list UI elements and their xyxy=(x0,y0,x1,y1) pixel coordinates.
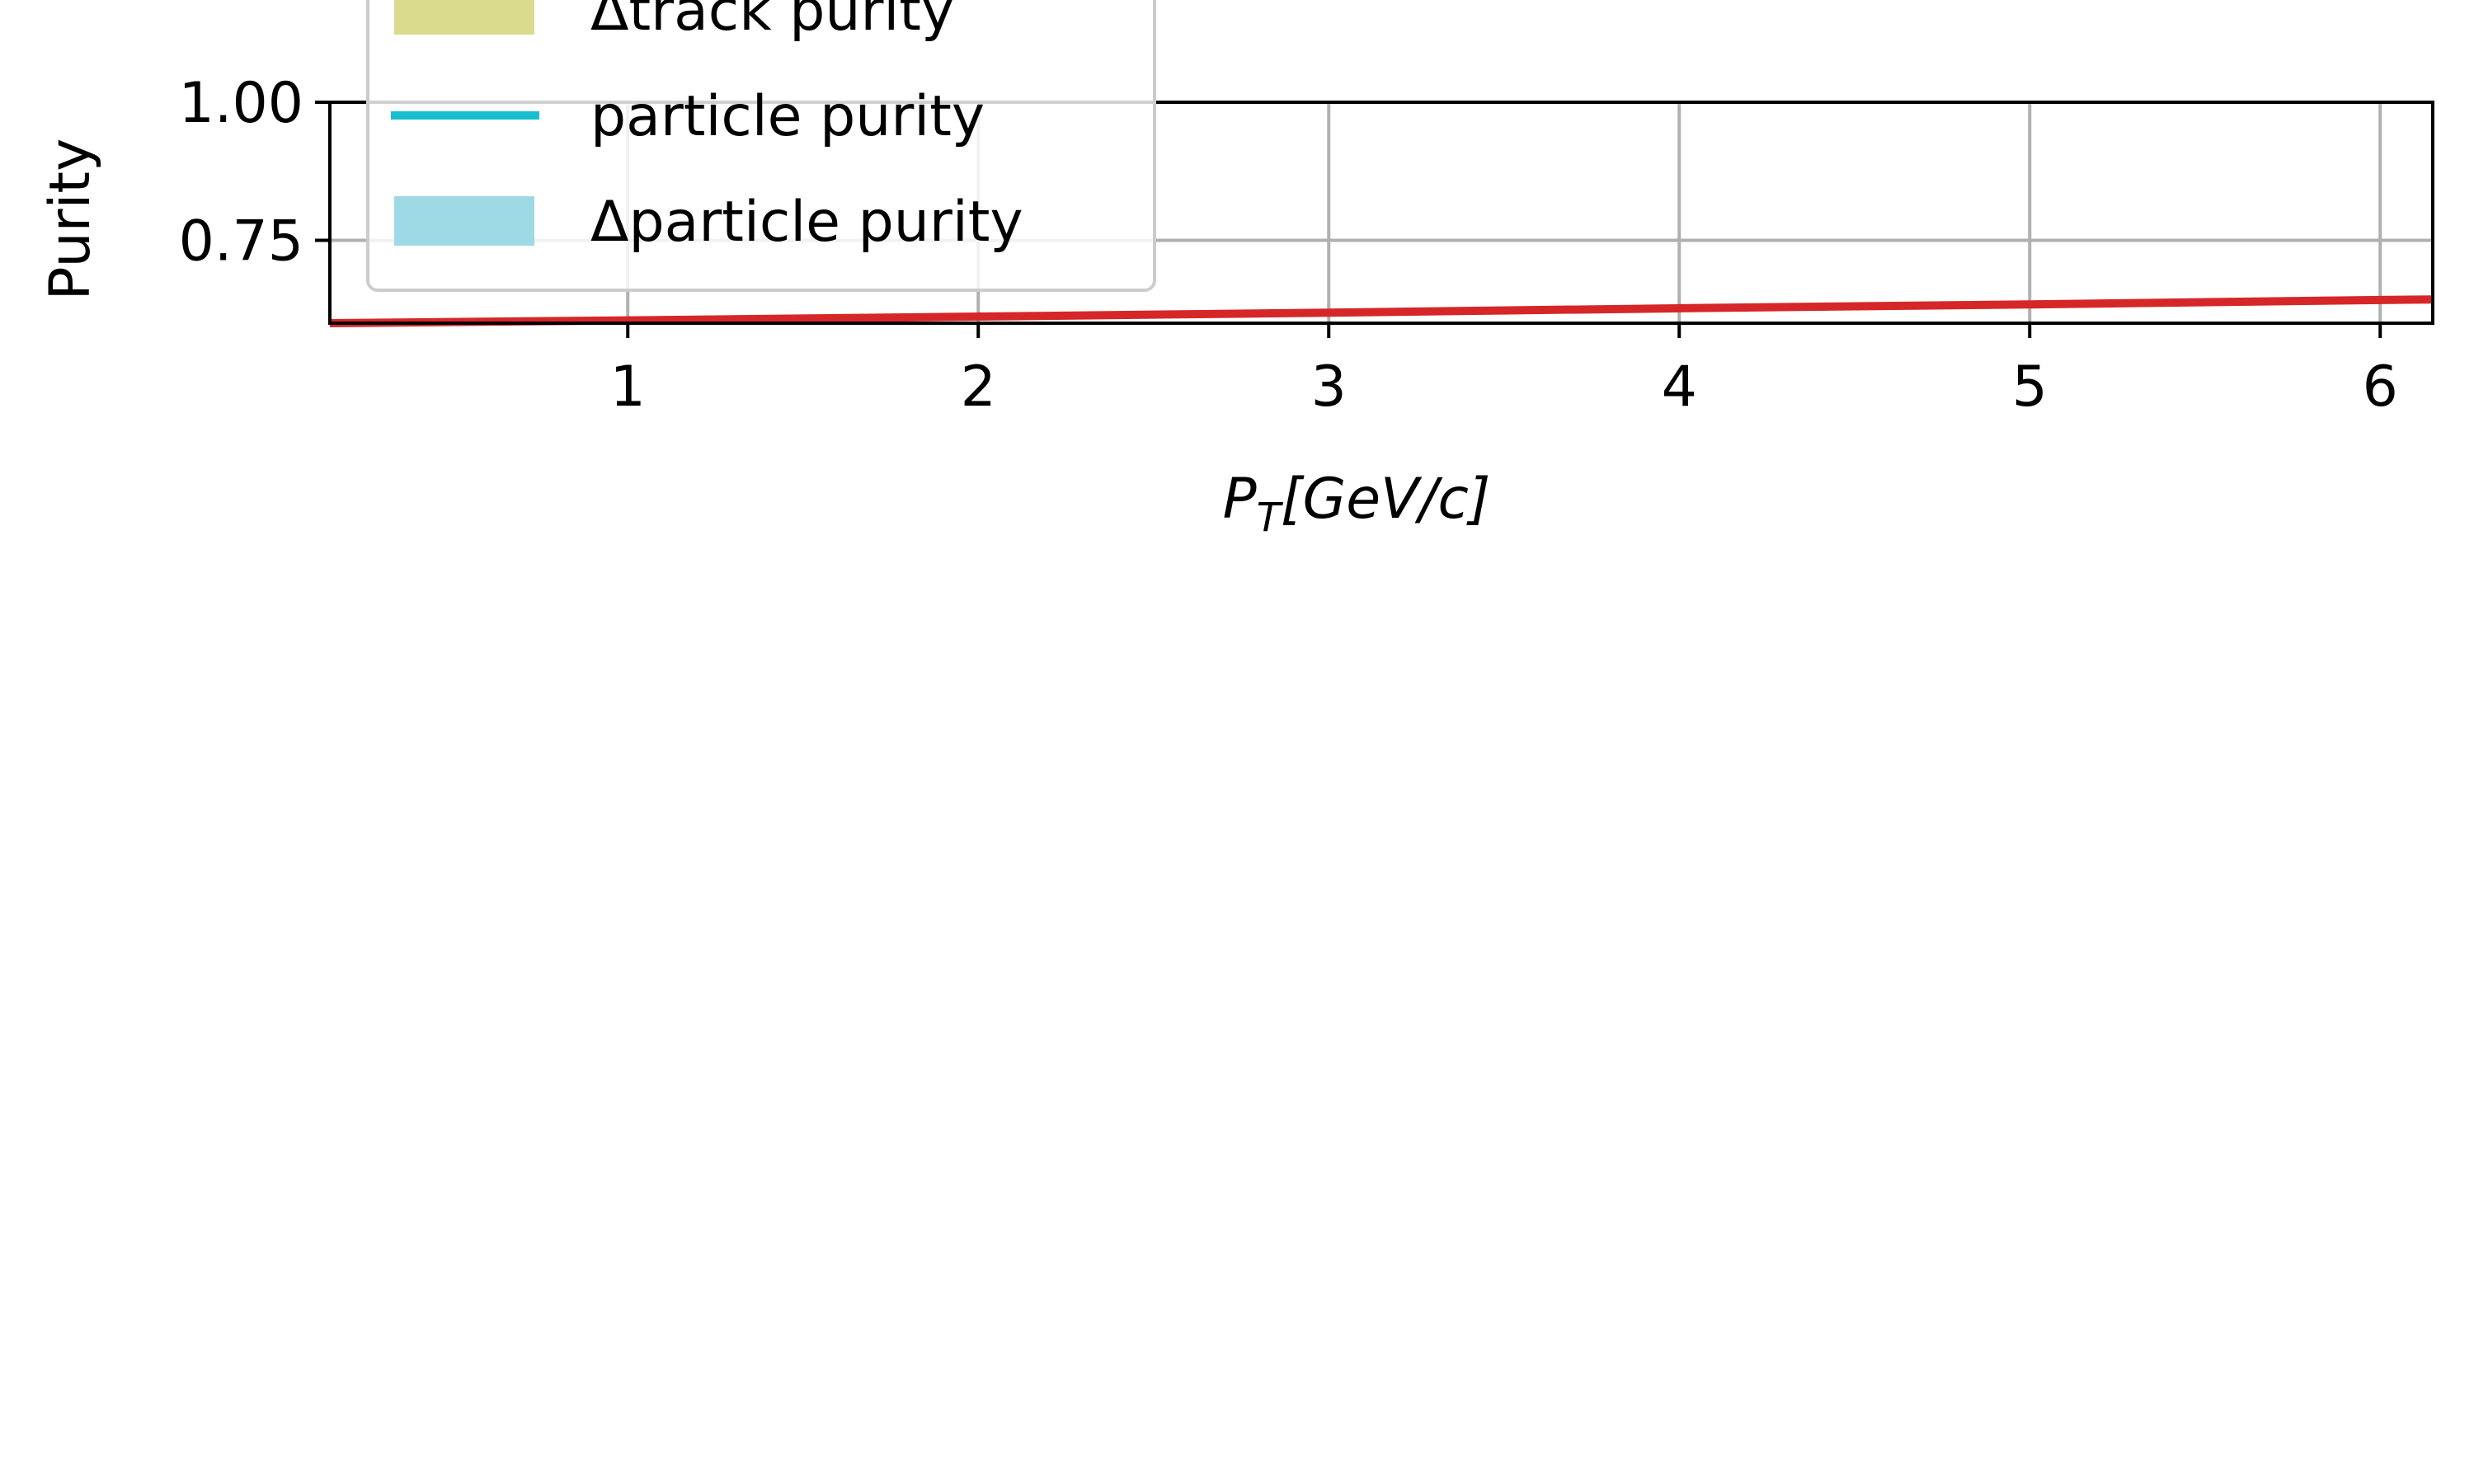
series-layer xyxy=(329,295,2434,327)
y-tick-label: 1.00 xyxy=(179,71,303,136)
x-tick-label: 4 xyxy=(1662,355,1697,420)
y-axis-label: Purity xyxy=(38,139,103,301)
x-tick-label: 5 xyxy=(2012,355,2048,420)
legend: Δtrack purity particle purity Δparticle pu… xyxy=(366,0,1156,292)
x-tick-label: 3 xyxy=(1311,355,1347,420)
plot-frame xyxy=(328,101,2434,325)
y-tick-label: 0.75 xyxy=(179,209,303,275)
legend-box xyxy=(366,0,1156,292)
legend-entry-label: Δtrack purity xyxy=(590,0,954,44)
ticks: 1 2 3 4 5 6 0.75 1.00 xyxy=(179,71,2398,420)
x-tick-label: 2 xyxy=(961,355,996,420)
x-tick-label: 1 xyxy=(610,355,646,420)
legend-swatch xyxy=(394,196,534,246)
x-tick-label: 6 xyxy=(2363,355,2398,420)
legend-entry-label: Δparticle purity xyxy=(590,190,1023,255)
legend-swatch xyxy=(394,0,534,35)
series-line xyxy=(329,295,2434,327)
legend-entry-label: particle purity xyxy=(590,84,985,149)
x-axis-label: PT[GeV/c] xyxy=(1223,467,1491,541)
